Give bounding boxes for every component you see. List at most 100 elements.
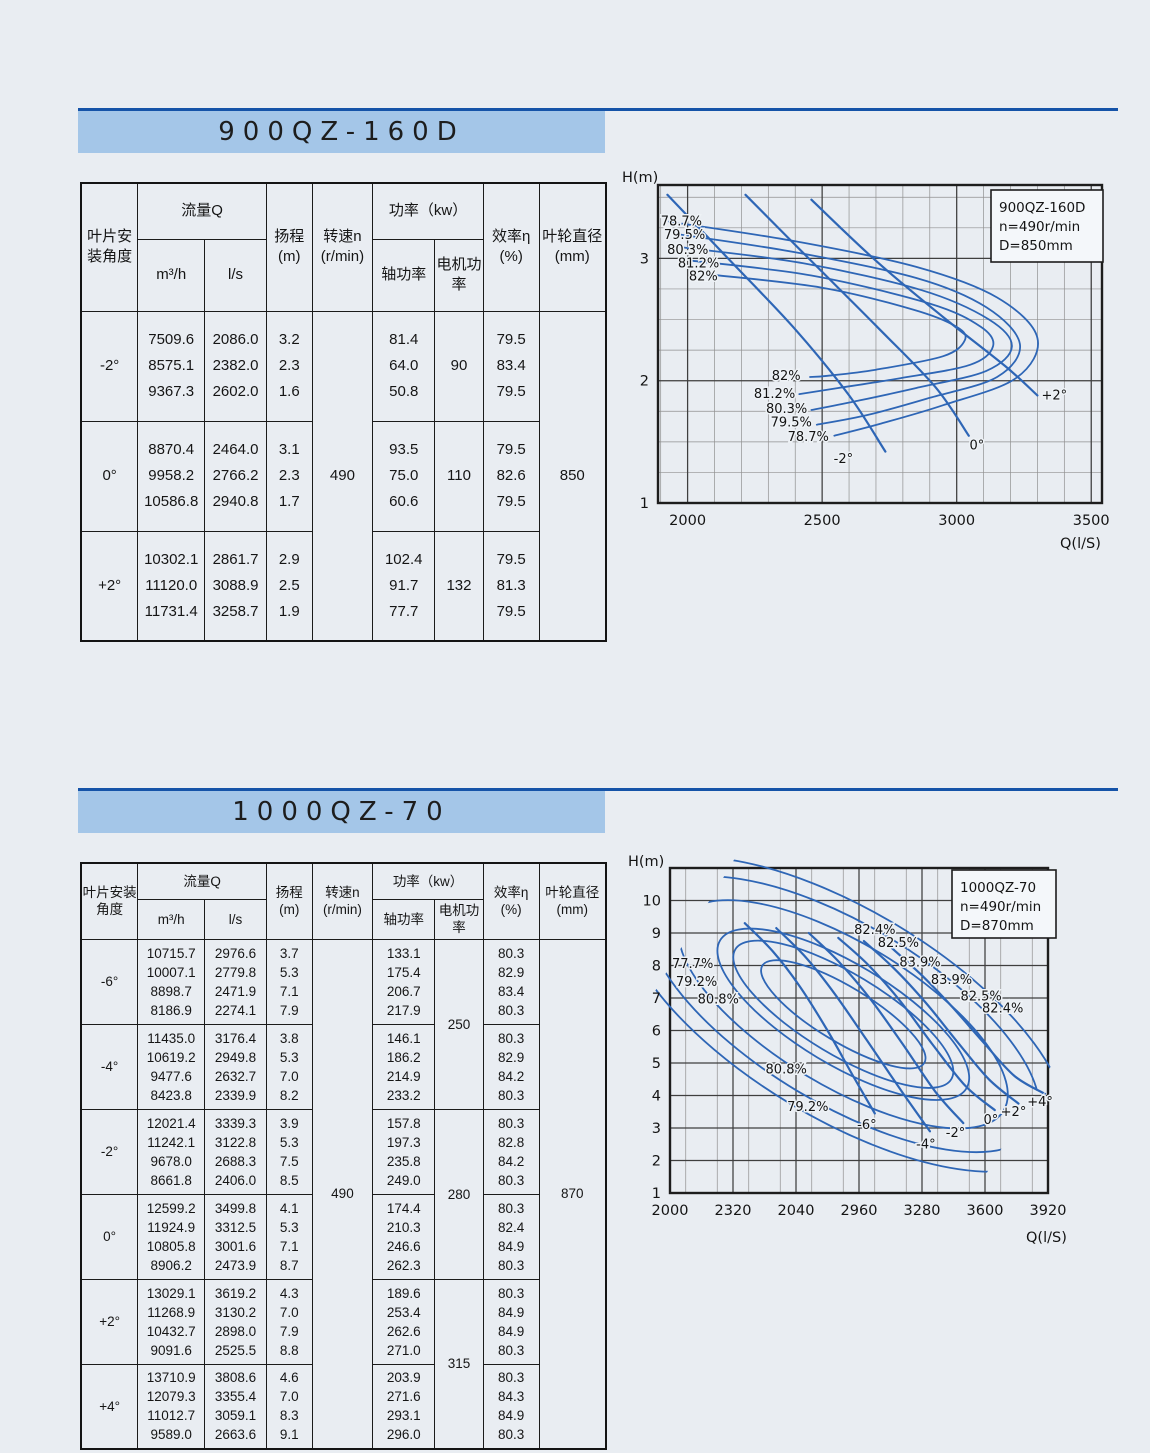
performance-chart-1000qz: -6°-4°-2°0°+2°+4°77.7%79.2%80.8%82.4%82.… [619, 854, 1067, 1246]
speed-cell-value: 490 [329, 466, 355, 484]
flow-ls-cell: 2861.7 3088.9 3258.7 [204, 530, 267, 642]
angle-curve [666, 193, 887, 453]
flow-ls-cell-value: 3355.4 [214, 1389, 257, 1405]
flow-m3h-cell-value: 10432.7 [146, 1323, 196, 1339]
flow-ls-cell: 3808.6 3355.4 3059.1 2663.6 [204, 1363, 267, 1450]
y-tick-label: 9 [652, 926, 661, 942]
header-angle: 叶片安装角度 [80, 182, 139, 312]
efficiency-cell-value: 80.3 [498, 1115, 525, 1131]
motor-power-cell-value: 132 [446, 576, 472, 594]
header-ls: l/s [204, 238, 267, 312]
x-axis-title: Q(l/S) [1026, 1230, 1067, 1246]
shaft-power-cell-value: 75.0 [389, 467, 419, 484]
motor-power-cell: 280 [434, 1108, 484, 1280]
angle-cell-value: -2° [99, 357, 120, 374]
flow-ls-cell-value: 2940.8 [212, 493, 259, 510]
flow-m3h-cell-value: 8661.8 [150, 1172, 192, 1188]
flow-m3h-cell-value: 8186.9 [150, 1002, 192, 1018]
y-tick-label: 8 [652, 959, 661, 975]
table-header: 叶片安装角度 流量Q 扬程 (m) 转速n (r/min) 功率（kw） 效率η… [80, 182, 607, 312]
header-power: 功率（kw） [372, 182, 484, 240]
flow-ls-cell-value: 3059.1 [214, 1408, 257, 1424]
diameter-cell: 850 [538, 310, 607, 642]
head-cell-value: 3.2 [278, 331, 300, 348]
head-cell-value: 3.8 [279, 1030, 299, 1046]
shaft-power-cell-value: 203.9 [386, 1370, 421, 1386]
efficiency-label: 82.4% [854, 923, 895, 938]
table-group-row: 0° 8870.4 9958.2 10586.8 2464.0 2766.2 2940.8 3… [80, 420, 606, 532]
angle-cell: -2° [80, 1108, 139, 1195]
efficiency-cell-value: 80.3 [498, 1285, 525, 1301]
flow-m3h-cell-value: 12021.4 [146, 1115, 196, 1131]
flow-m3h-cell-value: 10007.1 [146, 964, 196, 980]
diameter-cell-value: 870 [561, 1186, 584, 1202]
header-efficiency: 效率η (%) [482, 182, 540, 312]
header-m3h: m³/h [137, 898, 206, 940]
y-tick-label: 7 [652, 991, 661, 1007]
efficiency-cell: 79.5 81.3 79.5 [482, 530, 540, 642]
efficiency-label: 78.7% [661, 215, 702, 230]
header-diameter: 叶轮直径 (mm) [538, 182, 607, 312]
head-cell-value: 7.1 [279, 983, 299, 999]
efficiency-cell-value: 80.3 [498, 1200, 525, 1216]
efficiency-cell-value: 83.4 [496, 357, 526, 374]
shaft-power-cell-value: 214.9 [386, 1068, 421, 1084]
angle-curve [743, 922, 876, 1115]
angle-curve-label: 0° [970, 439, 985, 454]
efficiency-cell: 80.3 82.9 83.4 80.3 [482, 938, 540, 1025]
flow-ls-cell-value: 2898.0 [214, 1323, 257, 1339]
flow-m3h-cell-value: 9367.3 [148, 383, 195, 400]
head-cell: 4.6 7.0 8.3 9.1 [265, 1363, 313, 1450]
header-head: 扬程 (m) [265, 862, 313, 940]
flow-m3h-cell-value: 13029.1 [146, 1285, 196, 1301]
head-cell-value: 4.1 [279, 1200, 299, 1216]
header-head: 扬程 (m) [265, 182, 313, 312]
flow-ls-cell-value: 3619.2 [214, 1285, 257, 1301]
efficiency-curve [667, 220, 1039, 437]
header-power: 功率（kw） [372, 862, 484, 900]
motor-power-cell-value: 90 [450, 357, 468, 374]
shaft-power-cell-value: 186.2 [386, 1049, 421, 1065]
angle-curve [862, 940, 1020, 1105]
head-cell-value: 8.2 [279, 1087, 299, 1103]
flow-ls-cell-value: 2382.0 [212, 357, 259, 374]
table-body: -2° 7509.6 8575.1 9367.3 2086.0 2382.0 2602.0 3… [80, 310, 607, 642]
flow-m3h-cell-value: 10302.1 [144, 550, 199, 568]
shaft-power-cell-value: 217.9 [386, 1002, 421, 1018]
efficiency-cell-value: 79.5 [496, 441, 526, 458]
efficiency-label: 80.8% [698, 993, 739, 1008]
motor-power-cell: 90 [434, 310, 484, 422]
table-body: -6° 10715.7 10007.1 8898.7 8186.9 2976.6 2779.… [80, 938, 607, 1450]
flow-ls-cell: 2464.0 2766.2 2940.8 [204, 420, 267, 532]
angle-cell-value: +4° [99, 1398, 121, 1414]
shaft-power-cell: 93.5 75.0 60.6 [372, 420, 436, 532]
shaft-power-cell-value: 197.3 [386, 1134, 421, 1150]
y-tick-label: 4 [652, 1089, 661, 1105]
plot-border [656, 183, 1104, 505]
angle-cell: -2° [80, 310, 139, 422]
angle-cell-value: +2° [98, 576, 122, 594]
flow-ls-cell-value: 2464.0 [212, 441, 259, 458]
head-cell-value: 1.7 [278, 493, 300, 510]
flow-ls-cell-value: 3088.9 [212, 576, 259, 594]
banner-rule [78, 788, 1118, 791]
flow-ls-cell-value: 3499.8 [214, 1200, 257, 1216]
x-axis-title: Q(l/S) [1060, 536, 1101, 552]
x-tick-label: 2960 [841, 1203, 878, 1219]
angle-curve [810, 198, 1039, 397]
flow-ls-cell: 3619.2 3130.2 2898.0 2525.5 [204, 1278, 267, 1365]
diameter-cell-value: 850 [559, 466, 585, 484]
head-cell-value: 2.5 [278, 576, 300, 594]
shaft-power-cell-value: 133.1 [386, 945, 421, 961]
shaft-power-cell-value: 174.4 [386, 1200, 421, 1216]
shaft-power-cell: 81.4 64.0 50.8 [372, 310, 436, 422]
angle-cell: +2° [80, 1278, 139, 1365]
motor-power-cell: 110 [434, 420, 484, 532]
flow-ls-cell-value: 3001.6 [214, 1238, 257, 1254]
shaft-power-cell-value: 81.4 [389, 331, 419, 348]
efficiency-label: 80.3% [766, 402, 807, 417]
flow-ls-cell-value: 3176.4 [214, 1030, 257, 1046]
flow-m3h-cell: 12599.2 11924.9 10805.8 8906.2 [137, 1193, 206, 1280]
y-tick-label: 3 [652, 1121, 661, 1137]
motor-power-cell-value: 250 [447, 1016, 471, 1032]
